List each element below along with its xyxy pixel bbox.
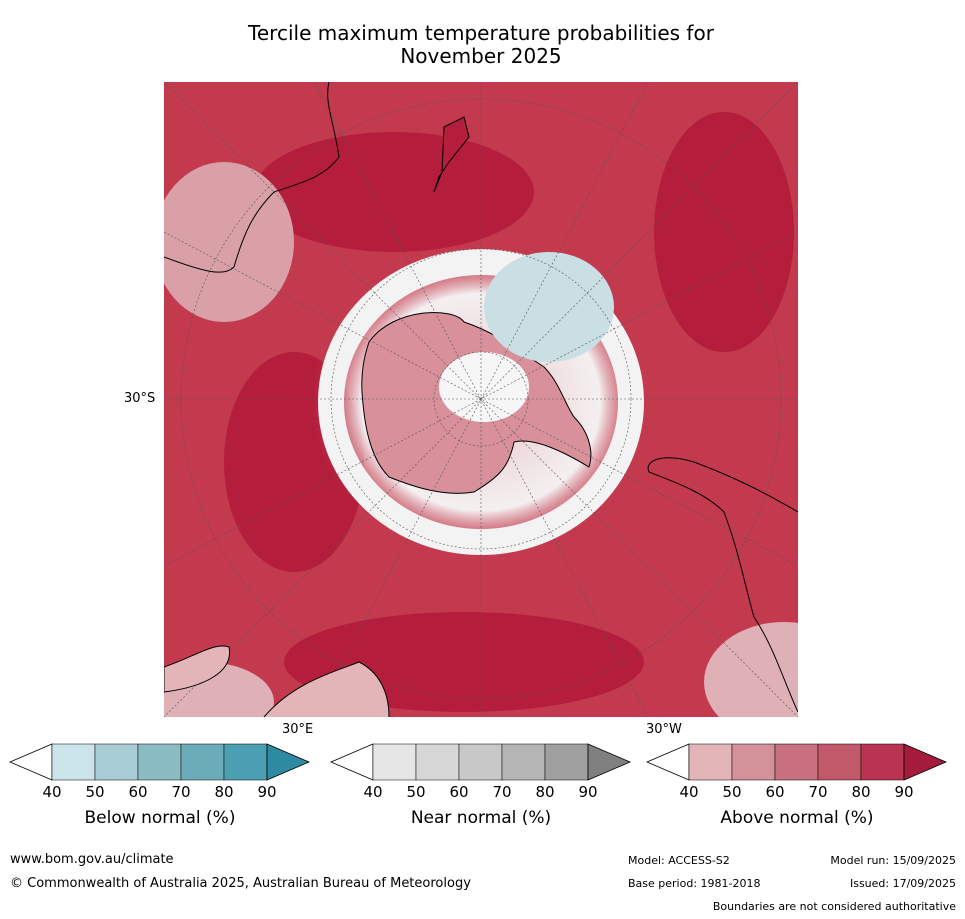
colorbar-max-arrow [587, 743, 632, 781]
colorbar-min-arrow [8, 743, 53, 781]
colorbar-segment [817, 743, 862, 781]
colorbar-segment [688, 743, 733, 781]
colorbar-below-normal [8, 743, 311, 783]
colorbar-above-normal [645, 743, 948, 783]
new-zealand [433, 116, 470, 193]
colorbar-tick-label: 40 [363, 783, 383, 801]
footer-model: Model: ACCESS-S2 [628, 854, 730, 867]
footer-issued: Issued: 17/09/2025 [849, 877, 956, 890]
footer-url[interactable]: www.bom.gov.au/climate [10, 852, 174, 867]
longitude-label-30w: 30°W [646, 722, 682, 737]
colorbar-tick-label: 80 [535, 783, 555, 801]
colorbar-segment [458, 743, 503, 781]
footer-disclaimer: Boundaries are not considered authoritat… [712, 900, 956, 913]
colorbar-segment [137, 743, 182, 781]
africa-madagascar [164, 645, 390, 717]
colorbar-below-label: Below normal (%) [84, 808, 236, 828]
colorbar-max-arrow [266, 743, 311, 781]
australia-coastline [164, 82, 340, 273]
colorbar-segment [51, 743, 96, 781]
colorbar-segment [860, 743, 905, 781]
colorbar-tick-label: 60 [449, 783, 469, 801]
colorbar-tick-label: 80 [851, 783, 871, 801]
map-title: Tercile maximum temperature probabilitie… [164, 22, 798, 68]
latitude-label-30s: 30°S [124, 391, 156, 406]
colorbar-tick-label: 90 [894, 783, 914, 801]
colorbar-near-label: Near normal (%) [410, 808, 552, 828]
colorbar-segment [501, 743, 546, 781]
colorbar-tick-label: 50 [85, 783, 105, 801]
footer-copyright: © Commonwealth of Australia 2025, Austra… [10, 876, 471, 891]
graticule [164, 82, 798, 717]
colorbar-segment [94, 743, 139, 781]
colorbar-tick-label: 50 [406, 783, 426, 801]
light-patch-australia [164, 162, 294, 322]
colorbar-tick-label: 90 [578, 783, 598, 801]
colorbar-segment [180, 743, 225, 781]
map-canvas [164, 82, 798, 717]
colorbar-tick-label: 90 [257, 783, 277, 801]
title-line-1: Tercile maximum temperature probabilitie… [248, 21, 714, 45]
colorbar-segment [372, 743, 417, 781]
colorbar-above-label: Above normal (%) [720, 808, 874, 828]
south-america-coastline [647, 457, 798, 713]
colorbar-tick-label: 60 [128, 783, 148, 801]
colorbar-tick-label: 40 [679, 783, 699, 801]
footer-model-run: Model run: 15/09/2025 [830, 854, 956, 867]
antarctica-interior-white [439, 352, 529, 422]
dark-patch-tasman [254, 132, 534, 252]
colorbar-segment [415, 743, 460, 781]
colorbar-max-arrow [903, 743, 948, 781]
colorbar-tick-label: 50 [722, 783, 742, 801]
dark-patch-pacific [654, 112, 794, 352]
light-patch-sa [704, 622, 798, 717]
polar-probability-map [164, 82, 798, 717]
footer-base-period: Base period: 1981-2018 [628, 877, 761, 890]
colorbar-tick-label: 70 [171, 783, 191, 801]
colorbar-tick-label: 70 [808, 783, 828, 801]
colorbar-above-svg [645, 743, 948, 781]
colorbar-tick-label: 70 [492, 783, 512, 801]
colorbar-segment [731, 743, 776, 781]
colorbar-near-svg [329, 743, 632, 781]
longitude-label-30e: 30°E [282, 722, 314, 737]
colorbar-tick-label: 40 [42, 783, 62, 801]
below-normal-region [484, 252, 614, 362]
colorbar-tick-label: 80 [214, 783, 234, 801]
colorbar-min-arrow [645, 743, 690, 781]
colorbar-near-normal [329, 743, 632, 783]
colorbar-min-arrow [329, 743, 374, 781]
colorbar-tick-label: 60 [765, 783, 785, 801]
colorbar-segment [223, 743, 268, 781]
title-line-2: November 2025 [400, 44, 562, 68]
colorbar-below-svg [8, 743, 311, 781]
colorbar-segment [774, 743, 819, 781]
colorbar-segment [544, 743, 589, 781]
